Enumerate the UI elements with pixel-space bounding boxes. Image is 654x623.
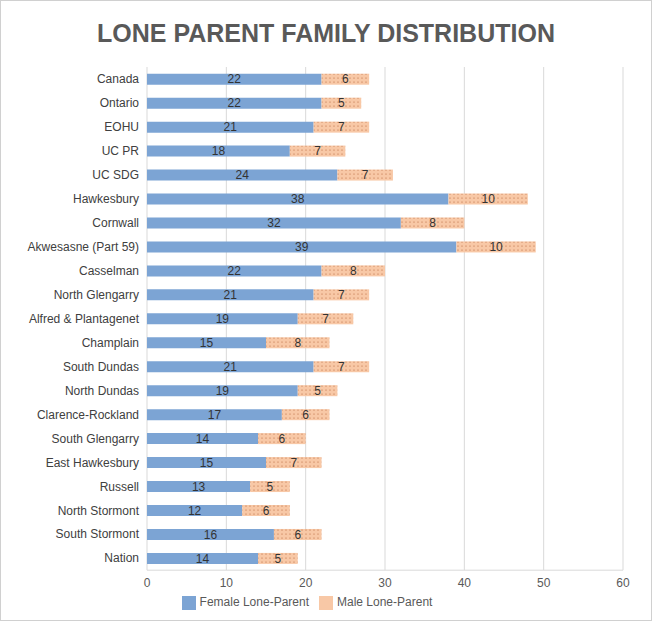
svg-text:Canada: Canada [97, 72, 139, 86]
svg-text:6: 6 [342, 72, 349, 86]
svg-text:50: 50 [537, 576, 551, 590]
svg-text:Hawkesbury: Hawkesbury [73, 192, 139, 206]
svg-text:Casselman: Casselman [79, 264, 139, 278]
svg-text:10: 10 [489, 240, 503, 254]
svg-text:7: 7 [338, 288, 345, 302]
svg-text:Russell: Russell [100, 480, 139, 494]
svg-text:Akwesasne (Part 59): Akwesasne (Part 59) [28, 240, 139, 254]
svg-text:24: 24 [236, 168, 250, 182]
svg-text:7: 7 [338, 120, 345, 134]
svg-text:5: 5 [314, 384, 321, 398]
svg-text:8: 8 [350, 264, 357, 278]
svg-text:20: 20 [299, 576, 313, 590]
svg-text:38: 38 [291, 192, 305, 206]
html-text:Female Lone-Parent: Female Lone-Parent [199, 595, 309, 610]
svg-text:Clarence-Rockland: Clarence-Rockland [37, 408, 139, 422]
svg-text:16: 16 [204, 528, 218, 542]
svg-text:15: 15 [200, 336, 214, 350]
svg-text:East Hawkesbury: East Hawkesbury [46, 456, 139, 470]
svg-text:21: 21 [224, 120, 238, 134]
svg-text:North Dundas: North Dundas [65, 384, 139, 398]
svg-text:Champlain: Champlain [82, 336, 139, 350]
svg-text:18: 18 [212, 144, 226, 158]
svg-text:North Stormont: North Stormont [58, 504, 140, 518]
svg-text:0: 0 [144, 576, 151, 590]
svg-text:22: 22 [228, 96, 242, 110]
svg-text:5: 5 [275, 552, 282, 566]
svg-text:Alfred & Plantagenet: Alfred & Plantagenet [29, 312, 140, 326]
svg-text:Ontario: Ontario [100, 96, 140, 110]
svg-text:10: 10 [481, 192, 495, 206]
html-text:Male Lone-Parent: Male Lone-Parent [337, 595, 433, 610]
svg-text:5: 5 [338, 96, 345, 110]
svg-text:32: 32 [267, 216, 281, 230]
svg-text:39: 39 [295, 240, 309, 254]
svg-text:7: 7 [290, 456, 297, 470]
svg-text:40: 40 [458, 576, 472, 590]
svg-text:UC SDG: UC SDG [92, 168, 139, 182]
svg-text:6: 6 [279, 432, 286, 446]
svg-text:6: 6 [294, 528, 301, 542]
svg-text:7: 7 [314, 144, 321, 158]
svg-text:7: 7 [338, 360, 345, 374]
svg-text:14: 14 [196, 432, 210, 446]
svg-text:10: 10 [220, 576, 234, 590]
svg-text:8: 8 [294, 336, 301, 350]
svg-text:South Stormont: South Stormont [56, 527, 140, 541]
svg-text:22: 22 [228, 72, 242, 86]
svg-text:19: 19 [216, 312, 230, 326]
svg-text:60: 60 [616, 576, 630, 590]
svg-text:UC PR: UC PR [102, 144, 140, 158]
svg-text:13: 13 [192, 480, 206, 494]
svg-text:South Dundas: South Dundas [63, 360, 139, 374]
svg-text:North Glengarry: North Glengarry [54, 288, 139, 302]
svg-text:8: 8 [429, 216, 436, 230]
svg-text:30: 30 [378, 576, 392, 590]
svg-text:6: 6 [263, 504, 270, 518]
svg-text:14: 14 [196, 552, 210, 566]
svg-text:7: 7 [322, 312, 329, 326]
svg-text:EOHU: EOHU [104, 120, 139, 134]
svg-text:5: 5 [267, 480, 274, 494]
svg-text:21: 21 [224, 360, 238, 374]
svg-text:22: 22 [228, 264, 242, 278]
svg-text:17: 17 [208, 408, 222, 422]
svg-text:15: 15 [200, 456, 214, 470]
svg-text:Cornwall: Cornwall [92, 216, 139, 230]
svg-text:7: 7 [362, 168, 369, 182]
svg-text:South Glengarry: South Glengarry [52, 432, 139, 446]
svg-text:21: 21 [224, 288, 238, 302]
svg-text:19: 19 [216, 384, 230, 398]
svg-text:6: 6 [302, 408, 309, 422]
svg-text:12: 12 [188, 504, 202, 518]
svg-text:Nation: Nation [104, 551, 139, 565]
html-text:LONE PARENT FAMILY DISTRIBUTIO: LONE PARENT FAMILY DISTRIBUTION [97, 19, 555, 47]
